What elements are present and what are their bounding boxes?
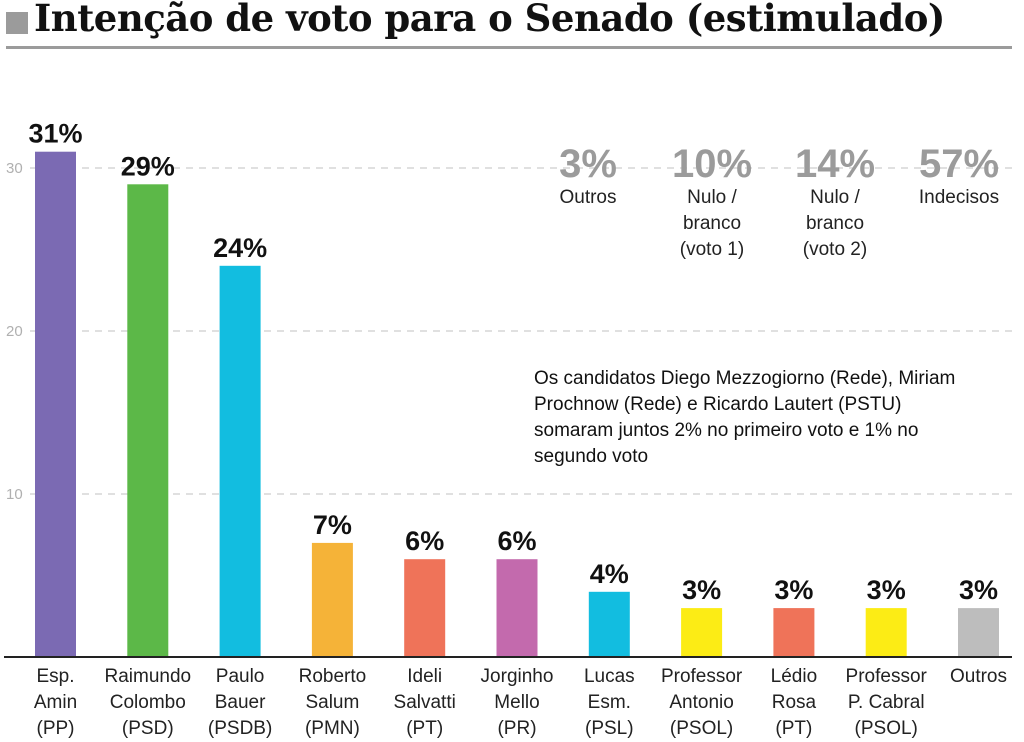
x-category-label: (PSL): [585, 718, 634, 739]
bar-value-label: 3%: [959, 575, 998, 605]
x-category-label: (PSD): [122, 718, 174, 739]
x-category-label: Mello: [494, 692, 539, 713]
bar: [311, 542, 353, 657]
x-category-label: (PP): [37, 718, 75, 739]
x-category-label: Antonio: [669, 692, 733, 713]
x-category-label: Amin: [34, 692, 77, 713]
summary-pct: 3%: [559, 142, 617, 186]
bar: [219, 265, 261, 657]
x-category-label: (PT): [406, 718, 443, 739]
bar: [681, 608, 723, 657]
x-category-label: Jorginho: [481, 666, 554, 687]
x-category-label: Outros: [950, 666, 1007, 687]
footnote: Os candidatos Diego Mezzogiorno (Rede), …: [534, 368, 956, 467]
bar: [496, 559, 538, 657]
x-category-label: (PMN): [305, 718, 360, 739]
x-category-label: P. Cabral: [848, 692, 925, 713]
summary-pct: 14%: [794, 142, 876, 186]
x-category-label: (PSDB): [208, 718, 272, 739]
x-category-label: Roberto: [299, 666, 367, 687]
summary-label: Indecisos: [918, 187, 1000, 208]
x-category-label: (PR): [497, 718, 536, 739]
x-category-label: Raimundo: [104, 666, 191, 687]
y-tick-label: 30: [6, 160, 23, 177]
x-category-label: (PSOL): [670, 718, 733, 739]
title-rule: [6, 46, 1012, 49]
summary-indecisos: 57% Indecisos: [904, 143, 1014, 211]
x-category-label: Colombo: [110, 692, 186, 713]
bar: [773, 608, 815, 657]
chart-title: Intenção de voto para o Senado (estimula…: [34, 0, 945, 40]
summary-label: Nulo / branco (voto 2): [802, 187, 868, 260]
bar-value-label: 7%: [313, 510, 352, 540]
bar-value-label: 3%: [682, 575, 721, 605]
x-category-label: Rosa: [772, 692, 817, 713]
bar-value-label: 4%: [590, 559, 629, 589]
bar-value-label: 6%: [405, 526, 444, 556]
x-category-label: Lédio: [771, 666, 818, 687]
bar: [404, 559, 446, 657]
x-category-label: Esp.: [36, 666, 74, 687]
bar: [35, 151, 76, 657]
y-tick-label: 10: [6, 486, 23, 503]
x-category-label: Professor: [846, 666, 928, 687]
summary-pct: 10%: [671, 142, 753, 186]
summary-label: Nulo / branco (voto 1): [679, 187, 745, 260]
summary-pct: 57%: [918, 142, 1000, 186]
bar-value-label: 24%: [213, 233, 267, 263]
x-category-label: Salum: [305, 692, 359, 713]
bar: [127, 184, 169, 658]
y-tick-label: 20: [6, 323, 23, 340]
bar-value-label: 3%: [867, 575, 906, 605]
x-category-label: Esm.: [588, 692, 631, 713]
bar: [588, 591, 630, 657]
bar-value-label: 31%: [28, 119, 82, 149]
x-category-label: (PSOL): [855, 718, 918, 739]
x-category-label: Lucas: [584, 666, 635, 687]
summary-nulo-voto2: 14% Nulo / branco (voto 2): [783, 143, 887, 263]
summary-label: Outros: [559, 187, 617, 208]
title-bar: Intenção de voto para o Senado (estimula…: [0, 0, 1024, 49]
title-marker: [6, 12, 28, 34]
x-category-label: Salvatti: [394, 692, 456, 713]
x-category-label: (PT): [775, 718, 812, 739]
bar-value-label: 6%: [497, 526, 536, 556]
bar-value-label: 3%: [774, 575, 813, 605]
x-category-label: Professor: [661, 666, 743, 687]
x-category-label: Bauer: [215, 692, 266, 713]
x-category-label: Ideli: [407, 666, 442, 687]
bar-value-label: 29%: [121, 151, 175, 181]
bar: [958, 608, 999, 657]
summary-outros: 3% Outros: [548, 143, 628, 211]
summary-nulo-voto1: 10% Nulo / branco (voto 1): [660, 143, 764, 263]
bar: [865, 608, 907, 657]
x-category-label: Paulo: [216, 666, 265, 687]
